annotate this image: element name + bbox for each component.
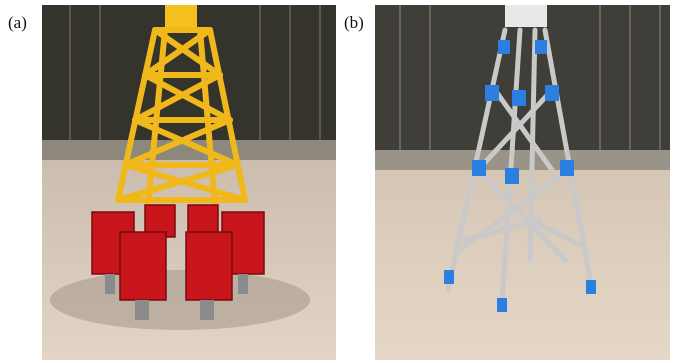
figure: (a) (b): [0, 0, 676, 363]
panel-label: (b): [344, 13, 364, 32]
panel-label: (a): [8, 13, 27, 32]
photo-a: [42, 5, 336, 360]
photo-b: [375, 5, 670, 360]
